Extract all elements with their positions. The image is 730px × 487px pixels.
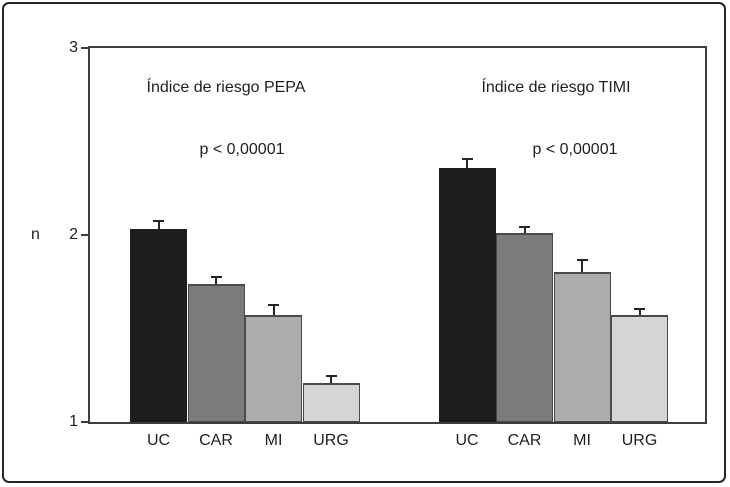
- error-bar-stem-car: [215, 276, 217, 284]
- bar-car: [496, 233, 553, 422]
- error-bar-stem-urg: [330, 375, 332, 383]
- p-value-pepa: p < 0,00001: [199, 141, 285, 158]
- y-tick-1: [81, 421, 89, 423]
- category-label-car: CAR: [199, 432, 233, 449]
- panel-title-pepa: Índice de riesgo PEPA: [146, 79, 306, 96]
- error-bar-stem-mi: [272, 304, 275, 316]
- category-label-urg: URG: [313, 432, 349, 449]
- panel-title-timi: Índice de riesgo TIMI: [481, 79, 631, 96]
- category-label-car: CAR: [507, 432, 542, 449]
- category-label-mi: MI: [264, 432, 283, 449]
- bar-mi: [553, 272, 611, 422]
- bar-urg: [302, 382, 360, 422]
- plot-area: [88, 46, 707, 424]
- y-tick-label-2: 2: [69, 226, 78, 243]
- y-tick-label-1: 1: [69, 413, 78, 430]
- figure-frame: 3 2 1 n Índice de riesgo PEPA p < 0,0000…: [2, 2, 726, 483]
- error-bar-stem-uc: [157, 220, 160, 230]
- p-value-timi: p < 0,00001: [532, 141, 618, 158]
- y-tick-label-3: 3: [69, 39, 78, 56]
- error-bar-stem-urg: [638, 307, 641, 316]
- y-tick-3: [81, 47, 89, 49]
- category-label-mi: MI: [573, 432, 591, 449]
- y-axis-label: n: [31, 226, 40, 243]
- bar-uc: [130, 229, 187, 422]
- bar-uc: [438, 167, 496, 422]
- error-bar-stem-uc: [466, 158, 468, 168]
- error-bar-stem-car: [523, 225, 526, 234]
- category-label-urg: URG: [621, 432, 658, 449]
- bar-mi: [245, 315, 302, 422]
- category-label-uc: UC: [455, 432, 479, 449]
- category-label-uc: UC: [146, 432, 171, 449]
- y-tick-2: [81, 234, 89, 236]
- bar-urg: [611, 315, 668, 422]
- error-bar-stem-mi: [581, 259, 583, 273]
- bar-car: [187, 283, 245, 422]
